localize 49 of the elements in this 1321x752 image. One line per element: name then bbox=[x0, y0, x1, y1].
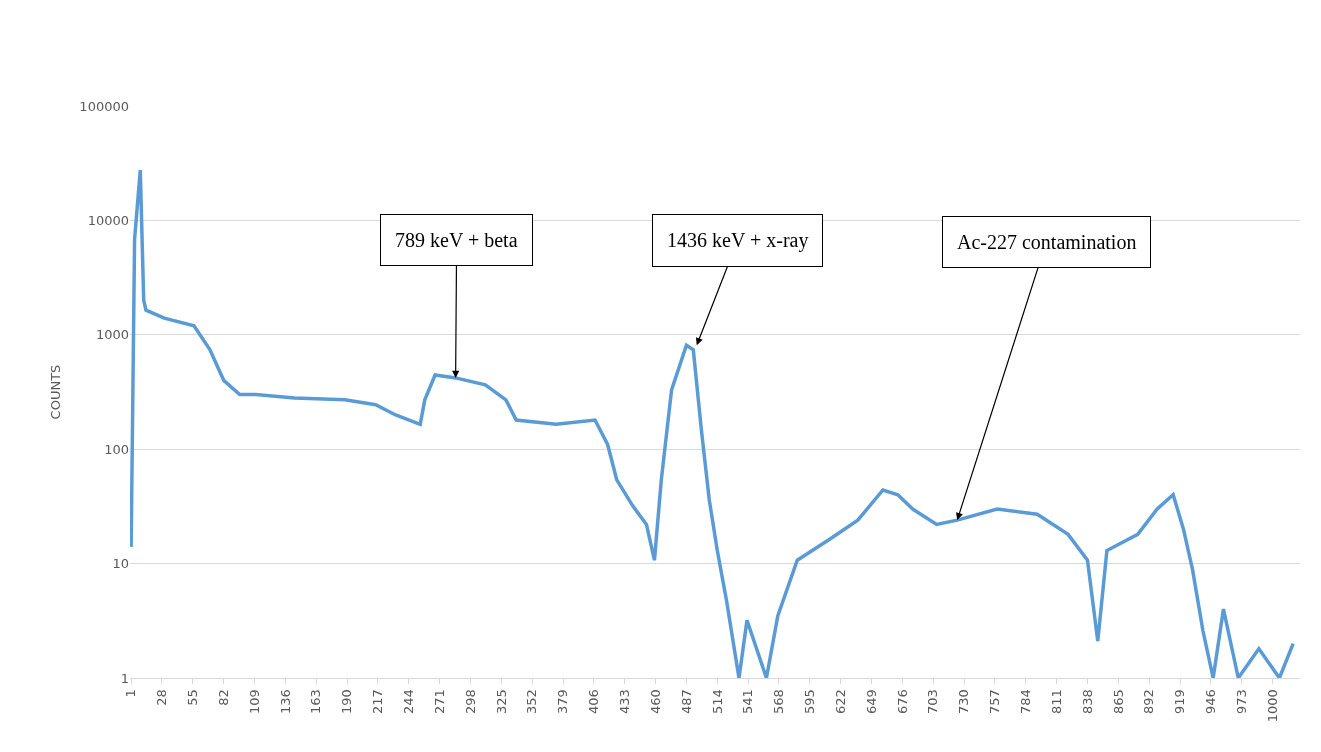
x-tick-label: 622 bbox=[832, 689, 848, 715]
x-tick-label: 55 bbox=[185, 689, 201, 706]
y-tick-label: 1 bbox=[120, 670, 129, 686]
line-series bbox=[130, 168, 1295, 678]
annotation: Ac-227 contamination bbox=[957, 231, 1137, 253]
x-tick-label: 433 bbox=[616, 689, 632, 715]
x-tick-label: 325 bbox=[493, 689, 509, 715]
x-tick-label: 217 bbox=[370, 689, 386, 715]
x-tick-label: 973 bbox=[1233, 689, 1249, 715]
x-tick-label: 190 bbox=[339, 689, 355, 715]
x-tick-label: 109 bbox=[246, 689, 262, 715]
x-tick-label: 676 bbox=[894, 689, 910, 715]
annotation: 1436 keV + x-ray bbox=[667, 229, 809, 252]
x-tick-label: 703 bbox=[925, 689, 941, 715]
x-tick-label: 244 bbox=[401, 689, 417, 715]
x-tick-label: 946 bbox=[1203, 689, 1219, 715]
y-tick-label: 100000 bbox=[79, 98, 129, 114]
x-tick-label: 487 bbox=[678, 689, 694, 715]
x-tick-label: 568 bbox=[771, 689, 787, 715]
y-tick-label: 1000 bbox=[95, 327, 129, 343]
x-tick-label: 28 bbox=[154, 689, 170, 706]
x-tick-label: 595 bbox=[802, 689, 818, 715]
y-tick-label: 10 bbox=[112, 556, 129, 572]
y-axis-title: COUNTS bbox=[48, 364, 64, 420]
x-tick-label: 1 bbox=[123, 689, 139, 698]
x-tick-label: 298 bbox=[462, 689, 478, 715]
x-tick-label: 514 bbox=[709, 689, 725, 715]
x-tick-label: 379 bbox=[555, 689, 571, 715]
x-tick-label: 136 bbox=[277, 689, 293, 715]
x-tick-label: 1000 bbox=[1264, 689, 1280, 723]
x-tick-label: 82 bbox=[215, 689, 231, 706]
x-tick-label: 865 bbox=[1110, 689, 1126, 715]
x-tick-label: 784 bbox=[1018, 689, 1034, 715]
x-tick-label: 163 bbox=[308, 689, 324, 715]
x-tick-label: 271 bbox=[431, 689, 447, 715]
x-tick-label: 649 bbox=[863, 689, 879, 715]
x-tick-label: 406 bbox=[586, 689, 602, 715]
x-tick-label: 460 bbox=[647, 689, 663, 715]
x-tick-label: 352 bbox=[524, 689, 540, 715]
x-tick-label: 730 bbox=[956, 689, 972, 715]
x-tick-label: 811 bbox=[1048, 689, 1064, 715]
annotation: 789 keV + beta bbox=[395, 229, 518, 251]
y-tick-label: 100 bbox=[104, 441, 129, 457]
x-tick-label: 919 bbox=[1172, 689, 1188, 715]
x-tick-label: 541 bbox=[740, 689, 756, 715]
y-tick-label: 10000 bbox=[87, 212, 129, 228]
x-tick-label: 838 bbox=[1079, 689, 1095, 715]
x-tick-label: 757 bbox=[987, 689, 1003, 715]
x-tick-label: 892 bbox=[1141, 689, 1157, 715]
